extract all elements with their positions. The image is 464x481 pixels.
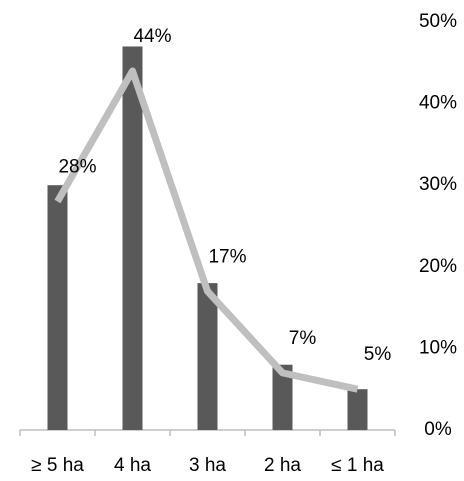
y-tick-label: 40% [419,93,457,114]
y-tick-label: 20% [419,256,457,277]
x-tick-label: ≤ 1 ha [331,455,384,476]
x-tick-label: 2 ha [264,455,301,476]
line [54,67,359,393]
bar [272,364,293,430]
bar [347,389,368,430]
bar [122,46,143,430]
x-tick-label: 4 ha [114,455,151,476]
data-label: 17% [208,246,246,267]
data-label: 44% [133,26,171,47]
bar [197,283,218,430]
data-label: 28% [58,157,96,178]
x-tick-label: 3 ha [189,455,226,476]
data-label: 7% [289,328,317,349]
y-tick-label: 10% [419,337,457,358]
data-label: 5% [364,344,392,365]
y-tick-label: 0% [424,419,452,440]
x-tick-label: ≥ 5 ha [31,455,84,476]
y-tick-label: 50% [419,11,457,32]
bar [47,185,68,430]
y-tick-label: 30% [419,174,457,195]
